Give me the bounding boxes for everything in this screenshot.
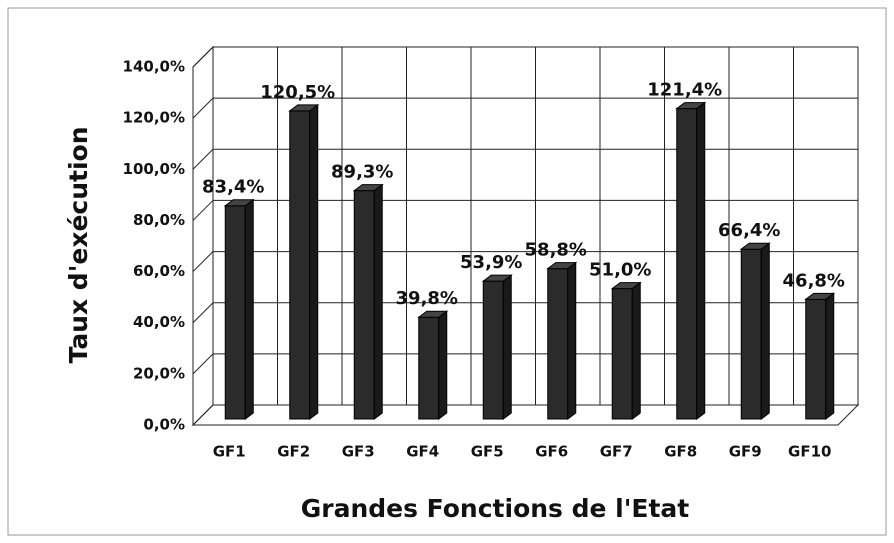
value-label: 89,3% — [331, 162, 393, 183]
bar-side — [309, 103, 319, 420]
x-tick-label: GF7 — [600, 443, 633, 461]
bar-top — [352, 184, 384, 192]
bar-side — [696, 101, 706, 420]
grid-line — [192, 97, 214, 119]
bar-top — [739, 242, 771, 250]
x-axis-title: Grandes Fonctions de l'Etat — [301, 494, 690, 523]
bar — [740, 248, 762, 420]
bar-side — [825, 292, 835, 420]
bar-top — [546, 262, 578, 270]
bar-top — [610, 282, 642, 290]
value-label: 121,4% — [647, 80, 722, 101]
x-tick-label: GF8 — [664, 443, 697, 461]
x-tick-label: GF9 — [729, 443, 762, 461]
grid-line — [192, 46, 214, 68]
bar-top — [288, 104, 320, 112]
bar-top — [481, 274, 513, 282]
y-tick-label: 60,0% — [133, 262, 185, 280]
y-tick-label: 140,0% — [123, 58, 185, 76]
bar-side — [502, 274, 512, 420]
value-label: 51,0% — [589, 260, 651, 281]
bar — [611, 288, 633, 420]
bar — [353, 190, 375, 420]
grid-line — [192, 148, 214, 170]
value-label: 46,8% — [783, 270, 845, 291]
value-label: 58,8% — [525, 240, 587, 261]
value-label: 120,5% — [260, 82, 335, 103]
bar-top — [804, 292, 836, 300]
x-tick-label: GF1 — [213, 443, 246, 461]
bar — [547, 268, 569, 420]
bar — [482, 280, 504, 420]
grid-line — [192, 404, 214, 426]
grid-line — [192, 251, 214, 272]
bar-top — [417, 310, 449, 318]
bar — [289, 110, 311, 420]
y-tick-label: 0,0% — [143, 416, 185, 434]
bar-top — [223, 199, 255, 207]
bar-side — [373, 183, 383, 420]
x-tick-label: GF6 — [535, 443, 568, 461]
y-tick-label: 100,0% — [123, 160, 185, 178]
x-tick-label: GF10 — [788, 443, 831, 461]
left-wall — [192, 45, 214, 427]
y-tick-label: 120,0% — [123, 109, 185, 127]
bar-side — [244, 198, 254, 420]
bar-side — [760, 242, 770, 420]
bar-side — [438, 310, 448, 420]
y-tick-label: 40,0% — [133, 313, 185, 331]
bar-side — [631, 281, 641, 420]
y-tick-label: 80,0% — [133, 211, 185, 229]
x-tick-label: GF2 — [277, 443, 310, 461]
value-label: 39,8% — [396, 288, 458, 309]
value-label: 66,4% — [718, 220, 780, 241]
value-label: 83,4% — [202, 177, 264, 198]
bar — [418, 316, 440, 420]
grid-line — [192, 353, 214, 375]
bar — [224, 205, 246, 420]
bar — [805, 298, 827, 420]
grid-line — [192, 200, 214, 221]
x-tick-label: GF5 — [471, 443, 504, 461]
value-label: 53,9% — [460, 252, 522, 273]
y-axis-title: Taux d'exécution — [64, 126, 93, 363]
x-tick-label: GF4 — [406, 443, 439, 461]
x-tick-label: GF3 — [342, 443, 375, 461]
bar-side — [567, 261, 577, 420]
grid-line — [192, 302, 214, 324]
y-tick-label: 20,0% — [133, 364, 185, 382]
bar-top — [675, 102, 707, 110]
bar — [676, 108, 698, 420]
